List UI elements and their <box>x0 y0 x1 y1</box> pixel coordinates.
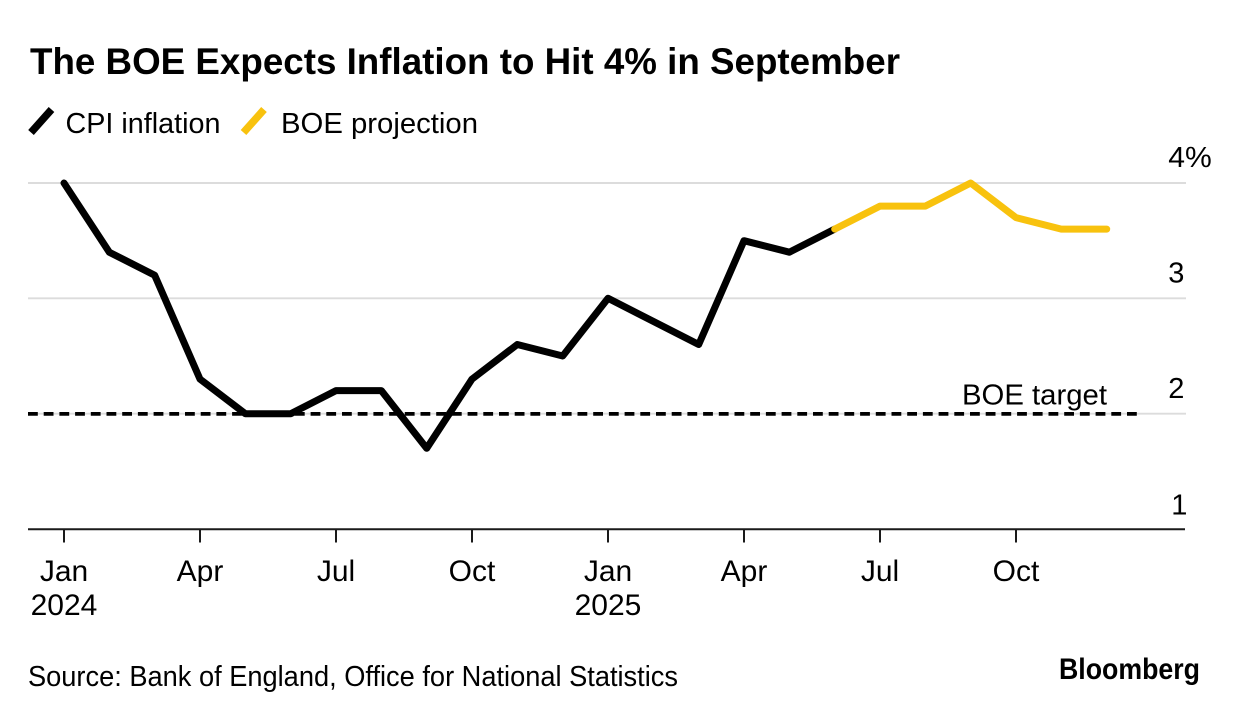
svg-text:Jan: Jan <box>584 555 632 588</box>
svg-text:3: 3 <box>1168 258 1184 290</box>
svg-text:Oct: Oct <box>993 555 1040 588</box>
svg-text:2024: 2024 <box>31 589 98 622</box>
svg-text:1: 1 <box>1171 490 1187 522</box>
svg-text:Source: Bank of England, Offic: Source: Bank of England, Office for Nati… <box>28 661 678 693</box>
svg-text:Bloomberg: Bloomberg <box>1059 653 1200 686</box>
svg-text:4%: 4% <box>1168 142 1212 174</box>
svg-text:Jul: Jul <box>861 555 899 588</box>
svg-text:BOE projection: BOE projection <box>281 108 478 140</box>
svg-text:2: 2 <box>1168 373 1184 405</box>
svg-text:Apr: Apr <box>721 555 768 588</box>
svg-text:Apr: Apr <box>177 555 224 588</box>
svg-text:BOE target: BOE target <box>962 380 1107 412</box>
svg-text:2025: 2025 <box>575 589 642 622</box>
svg-text:Jul: Jul <box>317 555 355 588</box>
svg-text:The BOE Expects Inflation to H: The BOE Expects Inflation to Hit 4% in S… <box>30 41 900 82</box>
svg-text:Oct: Oct <box>449 555 496 588</box>
svg-text:CPI inflation: CPI inflation <box>66 108 221 140</box>
svg-text:Jan: Jan <box>40 555 88 588</box>
